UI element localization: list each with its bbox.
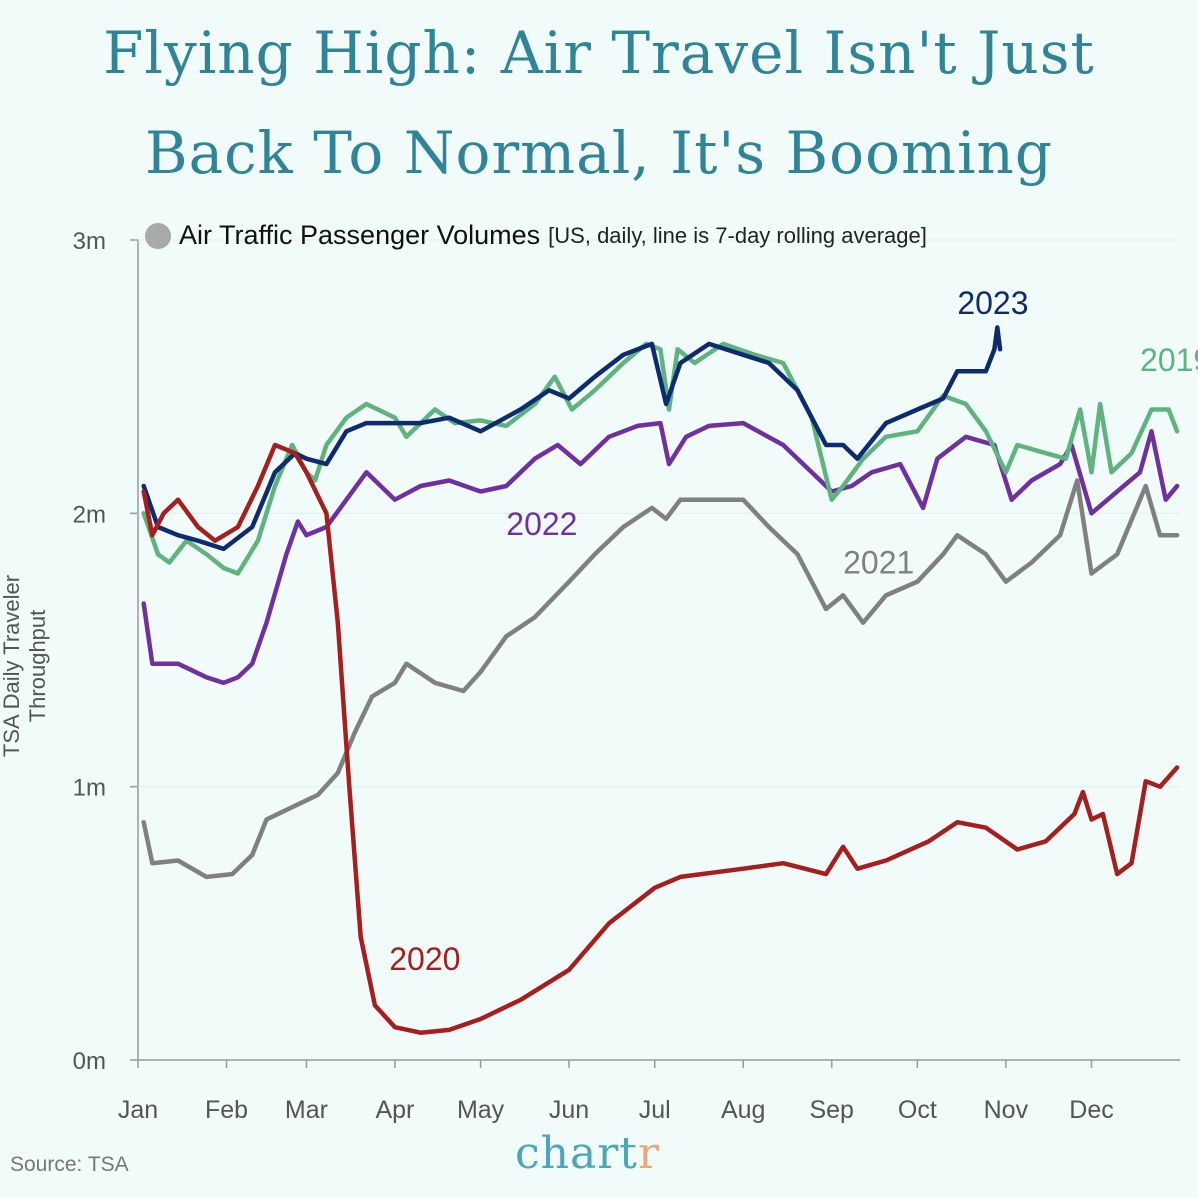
chartr-logo: chartr bbox=[515, 1128, 660, 1179]
y-tick-label: 0m bbox=[73, 1048, 106, 1075]
x-tick-label: Jun bbox=[549, 1096, 589, 1124]
x-tick-label: Jul bbox=[639, 1096, 671, 1124]
y-tick-label: 3m bbox=[73, 228, 106, 255]
series-label-2023: 2023 bbox=[957, 285, 1028, 321]
logo-accent: r bbox=[637, 1128, 660, 1179]
series-line-2019 bbox=[141, 341, 1180, 576]
y-tick-label: 1m bbox=[73, 775, 106, 802]
x-tick-label: Oct bbox=[898, 1096, 937, 1124]
x-tick-label: Nov bbox=[984, 1096, 1029, 1124]
series-label-2022: 2022 bbox=[506, 506, 577, 542]
chart-title-line-2: Back To Normal, It's Booming bbox=[144, 119, 1054, 187]
chart-title-line-1: Flying High: Air Travel Isn't Just bbox=[103, 19, 1095, 87]
y-axis-label: TSA Daily Traveler Throughput bbox=[0, 574, 50, 758]
legend: Air Traffic Passenger Volumes [US, daily… bbox=[145, 220, 927, 251]
series-label-2019: 2019 bbox=[1140, 342, 1198, 378]
series-line-2021 bbox=[141, 478, 1180, 880]
series-line-2023 bbox=[141, 325, 1003, 552]
legend-title: Air Traffic Passenger Volumes bbox=[179, 220, 541, 250]
x-tick-label: Jan bbox=[118, 1096, 158, 1124]
series-line-2020 bbox=[141, 442, 1180, 1035]
series-line-2022 bbox=[141, 420, 1180, 686]
x-tick-label: May bbox=[457, 1096, 505, 1124]
y-tick-label: 2m bbox=[73, 501, 106, 528]
series-label-2020: 2020 bbox=[389, 941, 460, 977]
x-tick-label: Sep bbox=[809, 1096, 853, 1124]
x-tick-label: Feb bbox=[205, 1096, 248, 1124]
x-tick-label: Apr bbox=[375, 1096, 414, 1124]
legend-subtitle: [US, daily, line is 7-day rolling averag… bbox=[548, 222, 927, 248]
logo-text: chart bbox=[515, 1128, 638, 1179]
x-tick-label: Aug bbox=[721, 1096, 765, 1124]
series-label-2021: 2021 bbox=[843, 544, 914, 580]
x-tick-label: Mar bbox=[285, 1096, 328, 1124]
x-tick-label: Dec bbox=[1069, 1096, 1113, 1124]
legend-dot-icon bbox=[145, 222, 171, 249]
source-note: Source: TSA bbox=[10, 1153, 129, 1176]
